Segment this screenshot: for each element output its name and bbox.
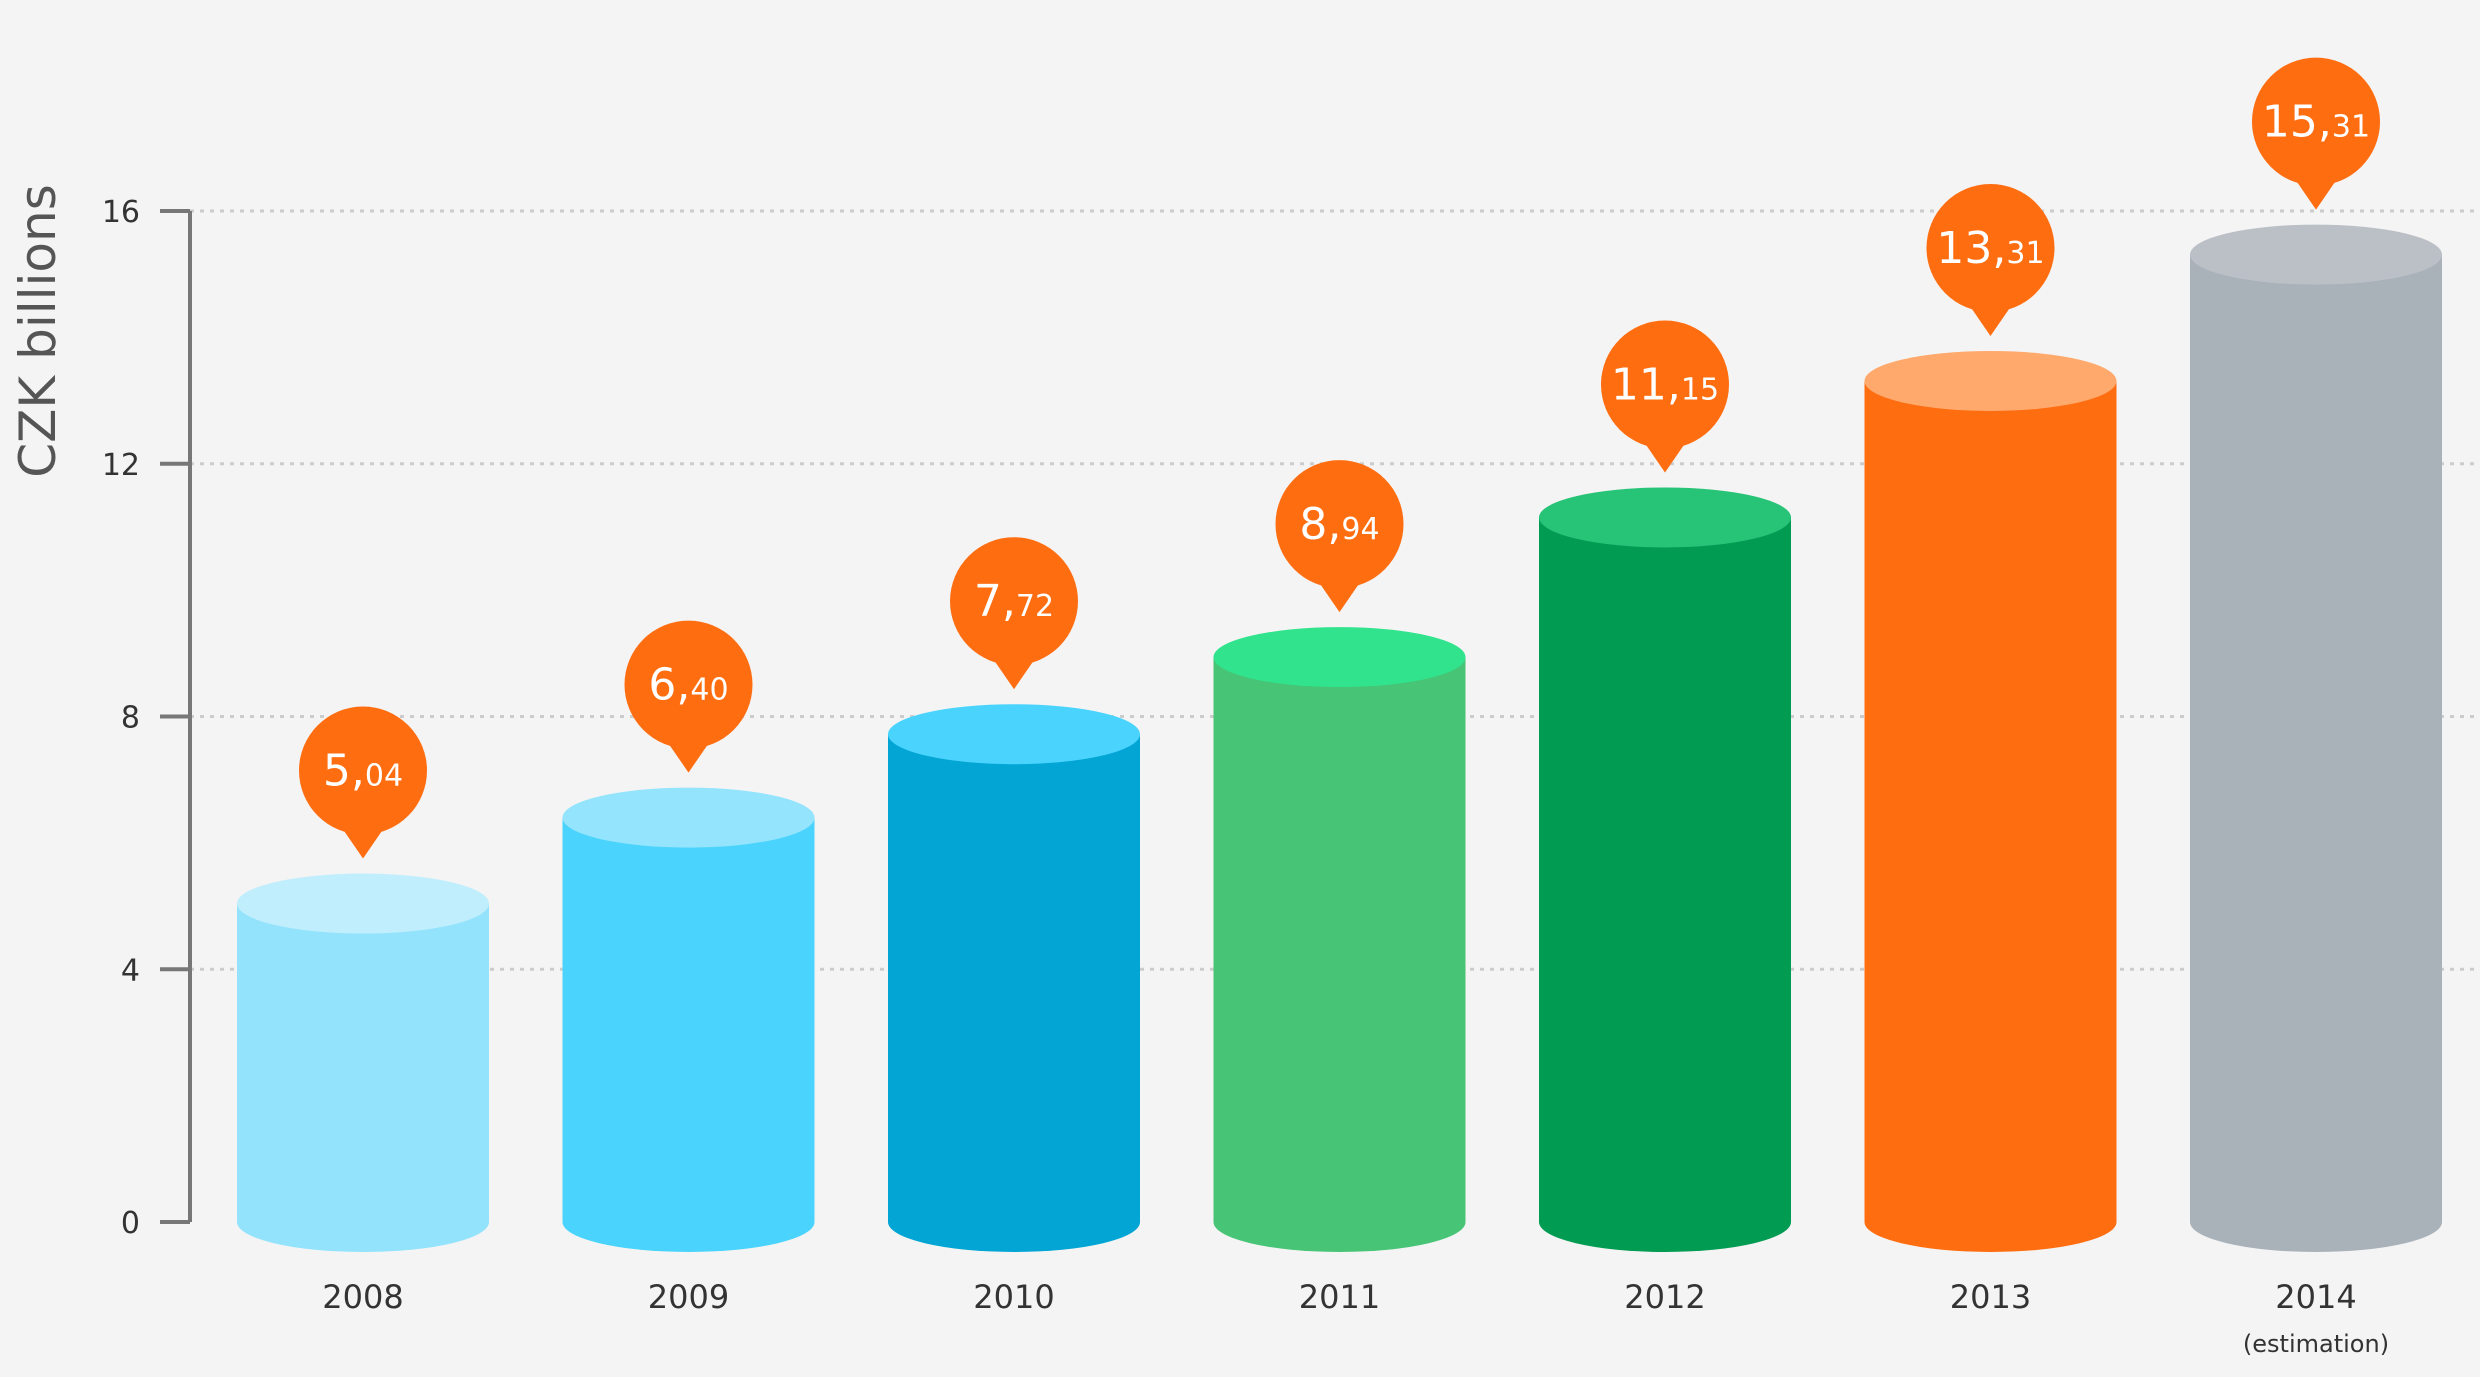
x-tick-label-2009: 2009 [648,1278,729,1316]
bar-top-2008 [237,873,489,934]
bar-2012 [1539,487,1791,1252]
data-label-text-2010: 7,72 [974,576,1054,627]
bar-body-2010 [888,734,1140,1252]
bar-2014 [2190,224,2442,1253]
x-tick-note-2014: (estimation) [2243,1330,2389,1358]
bar-top-2013 [1864,350,2117,411]
data-label-bubble-2012 [1601,320,1729,449]
bar-2009 [562,787,815,1252]
data-label-pointer-2010 [992,657,1036,690]
data-label-2010: 7,72 [950,537,1078,690]
bar-top-2009 [562,787,815,848]
y-axis: 0 4 8 12 16 [102,195,192,1241]
x-tick-label-2013: 2013 [1950,1278,2031,1316]
data-label-bubble-2008 [299,706,427,835]
y-tick-label-16: 16 [102,195,140,230]
data-label-bubble-2014 [2252,57,2380,186]
data-label-2009: 6,40 [624,620,753,773]
bar-2008 [237,873,489,1252]
data-label-text-2013: 13,31 [1936,223,2044,274]
data-label-2012: 11,15 [1601,320,1729,473]
bar-2013 [1864,350,2117,1252]
data-label-2011: 8,94 [1275,460,1404,613]
data-label-text-2009: 6,40 [648,660,728,711]
y-tick-label-8: 8 [121,701,140,736]
x-tick-label-2011: 2011 [1299,1278,1380,1316]
bar-2010 [888,704,1140,1252]
data-label-bubble-2013 [1926,183,2055,312]
bar-body-2013 [1864,380,2117,1252]
data-label-pointer-2013 [1968,303,2013,336]
bar-body-2008 [237,903,489,1252]
data-label-bubble-2009 [624,620,753,749]
bar-2011 [1213,627,1466,1252]
data-label-pointer-2012 [1643,440,1687,473]
data-label-2008: 5,04 [299,706,427,859]
x-tick-label-2012: 2012 [1624,1278,1705,1316]
data-label-pointer-2009 [666,740,711,773]
y-tick-label-0: 0 [121,1206,140,1241]
data-label-2014: 15,31 [2252,57,2380,210]
data-label-pointer-2014 [2294,177,2338,210]
bars [237,224,2442,1253]
data-labels: 5,04 6,40 7,72 8,94 11,15 13,31 15,31 [299,57,2380,859]
data-label-text-2012: 11,15 [1611,359,1719,410]
y-tick-label-4: 4 [121,953,140,988]
x-tick-label-2010: 2010 [973,1278,1054,1316]
data-label-text-2014: 15,31 [2262,97,2370,148]
y-tick-label-12: 12 [102,448,140,483]
bar-body-2009 [562,817,815,1252]
y-axis-label: CZK billions [9,184,67,477]
x-tick-label-2008: 2008 [322,1278,403,1316]
bar-top-2011 [1213,627,1466,688]
data-label-bubble-2010 [950,537,1078,666]
bar-top-2014 [2190,224,2442,285]
data-label-pointer-2011 [1317,580,1362,613]
data-label-pointer-2008 [341,826,385,859]
bar-top-2012 [1539,487,1791,548]
bar-body-2011 [1213,657,1466,1252]
x-axis-labels: 2008 2009 2010 2011 2012 2013 2014 (estimation) [322,1278,2389,1358]
bar-body-2014 [2190,254,2442,1253]
bar-top-2010 [888,704,1140,765]
data-label-text-2011: 8,94 [1299,499,1379,550]
data-label-text-2008: 5,04 [323,746,403,797]
x-tick-label-2014: 2014 [2275,1278,2356,1316]
data-label-bubble-2011 [1275,460,1404,589]
data-label-2013: 13,31 [1926,183,2055,336]
bar-body-2012 [1539,517,1791,1252]
